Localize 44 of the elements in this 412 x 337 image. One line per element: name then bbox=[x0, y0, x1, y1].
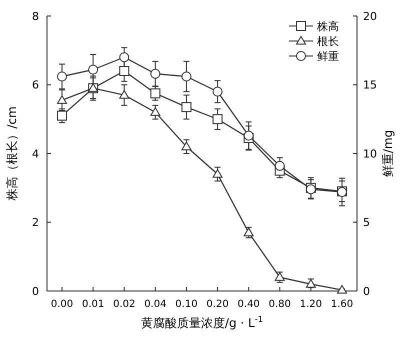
y2-axis-title: 鲜重/mg bbox=[381, 130, 395, 178]
y2-tick-label: 10 bbox=[363, 147, 377, 160]
point bbox=[119, 52, 130, 62]
x-tick-label: 1.20 bbox=[300, 299, 322, 310]
y2-tick-label: 15 bbox=[363, 78, 377, 92]
x-tick-label: 0.04 bbox=[144, 299, 166, 310]
point bbox=[57, 72, 67, 82]
point bbox=[212, 169, 223, 178]
x-tick-label: 1.60 bbox=[330, 299, 354, 310]
point bbox=[57, 110, 67, 121]
point bbox=[244, 130, 254, 141]
y-axis-title: 株高（根长）/cm bbox=[5, 106, 19, 202]
x-tick-label: 0.00 bbox=[50, 299, 74, 310]
y2-tick-label: 20 bbox=[363, 10, 377, 23]
y-tick-label: 6 bbox=[32, 78, 39, 92]
point bbox=[274, 160, 285, 171]
y-tick-label: 4 bbox=[32, 147, 39, 160]
point bbox=[181, 102, 192, 112]
x-tick-label: 0.10 bbox=[175, 299, 198, 310]
y-tick-label: 2 bbox=[32, 216, 39, 230]
point bbox=[57, 95, 67, 104]
y2-tick-label: 0 bbox=[363, 284, 370, 298]
point bbox=[150, 68, 160, 79]
x-tick-label: 0.02 bbox=[113, 299, 136, 310]
point bbox=[119, 66, 130, 76]
point bbox=[88, 64, 98, 75]
y-tick-label: 8 bbox=[32, 10, 39, 23]
x-tick-label: 0.20 bbox=[206, 299, 229, 310]
point bbox=[212, 86, 223, 97]
x-tick-label: 0.40 bbox=[238, 299, 260, 310]
point bbox=[181, 142, 192, 150]
point bbox=[181, 72, 192, 82]
point bbox=[150, 88, 160, 98]
x-axis-title: 黄腐酸质量浓度/g · L$^{-1}$ bbox=[140, 314, 264, 330]
x-tick-label: 0.80 bbox=[268, 299, 291, 310]
point bbox=[212, 114, 223, 124]
x-tick-label: 0.01 bbox=[82, 299, 104, 310]
legend-label: 鲜重 bbox=[317, 50, 339, 63]
legend-label: 株高 bbox=[316, 20, 339, 33]
point bbox=[150, 107, 160, 116]
y-tick-label: 0 bbox=[32, 284, 39, 298]
point bbox=[119, 90, 130, 99]
y2-tick-label: 5 bbox=[363, 216, 370, 230]
legend-label: 根长 bbox=[317, 34, 339, 48]
